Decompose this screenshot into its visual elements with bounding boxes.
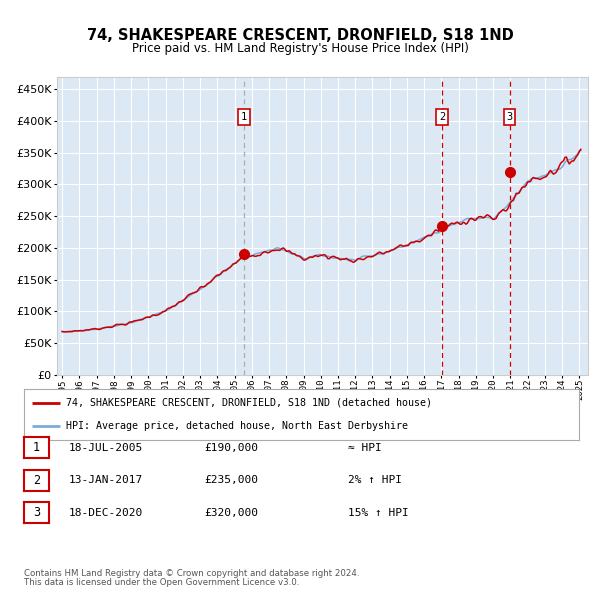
- Text: 15% ↑ HPI: 15% ↑ HPI: [348, 508, 409, 517]
- Text: 3: 3: [33, 506, 40, 519]
- Text: 2% ↑ HPI: 2% ↑ HPI: [348, 476, 402, 485]
- Text: 2: 2: [33, 474, 40, 487]
- Text: Contains HM Land Registry data © Crown copyright and database right 2024.: Contains HM Land Registry data © Crown c…: [24, 569, 359, 578]
- Text: 1: 1: [241, 112, 247, 122]
- Text: 3: 3: [506, 112, 513, 122]
- Text: £320,000: £320,000: [204, 508, 258, 517]
- Text: ≈ HPI: ≈ HPI: [348, 443, 382, 453]
- Text: 2: 2: [439, 112, 445, 122]
- Text: 18-JUL-2005: 18-JUL-2005: [69, 443, 143, 453]
- Text: 13-JAN-2017: 13-JAN-2017: [69, 476, 143, 485]
- Text: 1: 1: [33, 441, 40, 454]
- Text: This data is licensed under the Open Government Licence v3.0.: This data is licensed under the Open Gov…: [24, 578, 299, 588]
- Text: HPI: Average price, detached house, North East Derbyshire: HPI: Average price, detached house, Nort…: [65, 421, 407, 431]
- Text: 74, SHAKESPEARE CRESCENT, DRONFIELD, S18 1ND (detached house): 74, SHAKESPEARE CRESCENT, DRONFIELD, S18…: [65, 398, 431, 408]
- Text: £190,000: £190,000: [204, 443, 258, 453]
- Text: 18-DEC-2020: 18-DEC-2020: [69, 508, 143, 517]
- Text: 74, SHAKESPEARE CRESCENT, DRONFIELD, S18 1ND: 74, SHAKESPEARE CRESCENT, DRONFIELD, S18…: [86, 28, 514, 43]
- Text: Price paid vs. HM Land Registry's House Price Index (HPI): Price paid vs. HM Land Registry's House …: [131, 42, 469, 55]
- Text: £235,000: £235,000: [204, 476, 258, 485]
